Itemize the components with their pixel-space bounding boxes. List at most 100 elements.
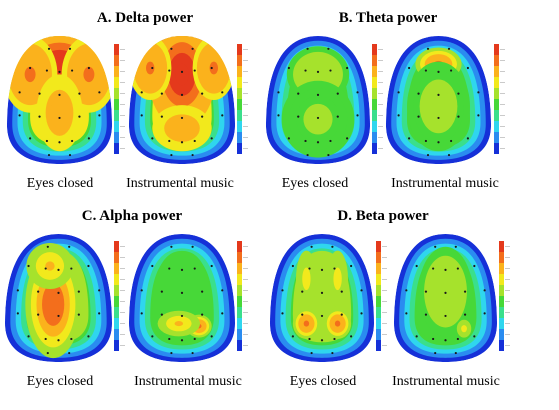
electrode-marker xyxy=(444,339,447,342)
electrode-marker xyxy=(58,70,61,73)
colorbar-segment xyxy=(237,252,242,263)
electrode-marker xyxy=(415,335,418,338)
electrode-marker xyxy=(38,92,41,95)
electrode-marker xyxy=(221,312,224,315)
topomap-beta-eyes-closed xyxy=(270,234,374,362)
electrode-marker xyxy=(57,268,60,271)
electrode-marker xyxy=(310,351,313,355)
electrode-marker xyxy=(456,267,459,270)
electrode-marker xyxy=(78,115,81,118)
electrode-marker xyxy=(46,245,49,248)
electrode-marker xyxy=(29,137,32,140)
electrode-marker xyxy=(316,116,320,120)
electrode-marker xyxy=(297,92,300,95)
topomap-delta-eyes-closed xyxy=(7,36,112,164)
electrode-marker xyxy=(191,245,194,248)
electrode-marker xyxy=(168,69,171,72)
electrode-marker xyxy=(180,93,184,96)
colorbar-segment xyxy=(494,99,499,110)
condition-label-beta-eyes-closed: Eyes closed xyxy=(290,374,356,389)
colorbar-segment xyxy=(376,340,381,351)
electrode-marker xyxy=(160,313,163,316)
electrode-marker xyxy=(340,290,343,293)
colorbar-segment xyxy=(114,285,119,296)
electrode-marker xyxy=(191,153,194,157)
condition-label-theta-eyes-closed: Eyes closed xyxy=(282,176,348,191)
electrode-marker xyxy=(44,267,47,270)
electrode-marker xyxy=(140,312,143,315)
electrode-marker xyxy=(98,91,101,94)
electrode-marker xyxy=(333,337,336,341)
electrode-marker xyxy=(193,69,196,72)
colorbar-segment xyxy=(499,307,504,318)
electrode-marker xyxy=(57,291,60,294)
colorbar-segment xyxy=(372,66,377,77)
colorbar-segment xyxy=(372,77,377,88)
electrode-marker xyxy=(301,313,304,316)
panel-title-theta: B. Theta power xyxy=(339,10,438,26)
electrode-marker xyxy=(201,290,204,293)
electrode-marker xyxy=(151,264,154,268)
electrode-marker xyxy=(87,264,90,268)
electrode-marker xyxy=(408,137,411,140)
colorbar-segment xyxy=(499,274,504,285)
electrode-marker xyxy=(346,66,349,70)
electrode-marker xyxy=(78,92,81,95)
colorbar-beta-music xyxy=(499,241,510,351)
electrode-marker xyxy=(320,314,324,318)
electrode-marker xyxy=(450,139,453,143)
colorbar-segment xyxy=(494,121,499,132)
electrode-marker xyxy=(58,93,61,96)
colorbar-segment xyxy=(376,307,381,318)
colorbar-segment xyxy=(114,329,119,340)
electrode-marker xyxy=(221,91,224,94)
colorbar-segment xyxy=(494,55,499,66)
condition-label-alpha-music: Instrumental music xyxy=(134,374,242,389)
electrode-marker xyxy=(424,290,428,293)
electrode-marker xyxy=(327,153,330,157)
colorbar-segment xyxy=(376,296,381,307)
electrode-marker xyxy=(170,47,173,50)
colorbar-segment xyxy=(494,110,499,121)
electrode-marker xyxy=(58,141,61,144)
colorbar-segment xyxy=(114,121,119,132)
electrode-marker xyxy=(287,66,290,70)
electrode-marker xyxy=(201,115,204,118)
colorbar-segment xyxy=(237,121,242,132)
electrode-marker xyxy=(45,139,49,143)
electrode-marker xyxy=(168,139,171,143)
electrode-marker xyxy=(426,47,430,50)
colorbar-segment xyxy=(114,143,119,154)
electrode-marker xyxy=(180,339,184,342)
electrode-marker xyxy=(437,93,440,96)
electrode-marker xyxy=(193,267,196,270)
electrode-marker xyxy=(304,139,307,143)
electrode-marker xyxy=(180,291,184,294)
electrode-marker xyxy=(473,335,476,338)
colorbar-segment xyxy=(237,274,242,285)
electrode-marker xyxy=(454,351,457,355)
topomap-alpha-eyes-closed xyxy=(5,234,112,362)
condition-label-delta-music: Instrumental music xyxy=(126,176,234,191)
topomap-theta-music xyxy=(386,36,491,164)
electrode-marker xyxy=(424,313,428,316)
electrode-marker xyxy=(68,245,71,248)
colorbar-segment xyxy=(237,285,242,296)
colorbar-segment xyxy=(237,110,242,121)
electrode-marker xyxy=(77,313,80,316)
electrode-marker xyxy=(424,69,427,72)
electrode-marker xyxy=(329,139,332,143)
electrode-marker xyxy=(180,116,184,120)
electrode-marker xyxy=(68,153,72,157)
colorbar-segment xyxy=(237,143,242,154)
colorbar-segment xyxy=(372,110,377,121)
electrode-marker xyxy=(424,139,427,143)
electrode-marker xyxy=(58,116,61,120)
electrode-marker xyxy=(45,69,49,72)
colorbar-segment xyxy=(114,44,119,55)
electrode-marker xyxy=(320,339,324,342)
electrode-marker xyxy=(170,153,173,157)
colorbar-segment xyxy=(372,143,377,154)
electrode-marker xyxy=(140,289,143,292)
electrode-marker xyxy=(457,115,460,118)
